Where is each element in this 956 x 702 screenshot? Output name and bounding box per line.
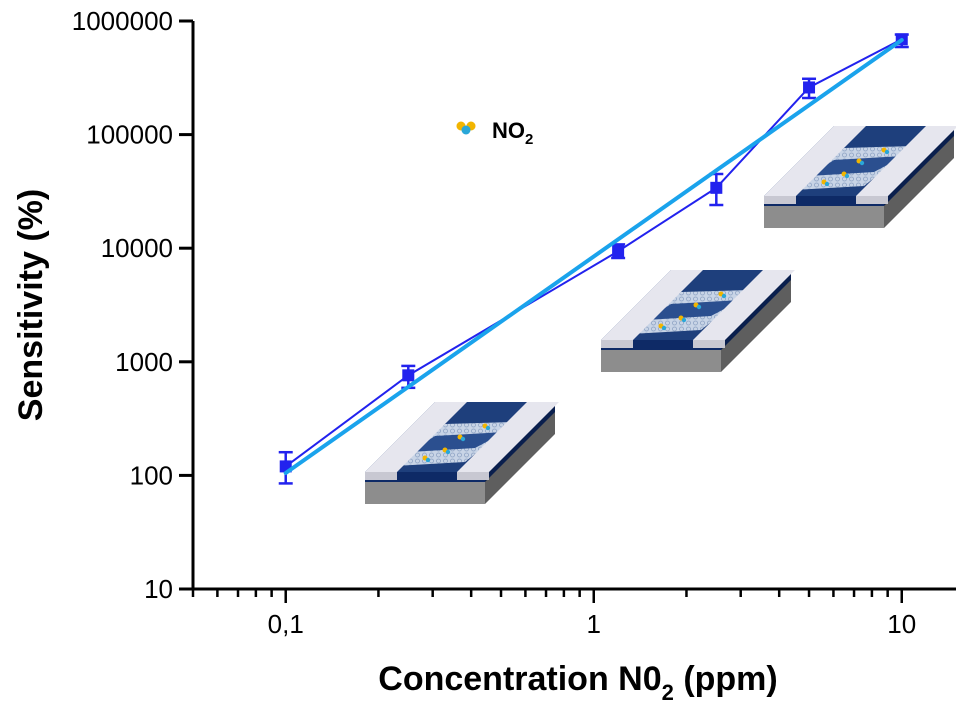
y-tick-label: 1000 — [115, 347, 173, 377]
axes — [191, 21, 956, 591]
series-layer — [278, 33, 909, 485]
data-point-marker — [803, 81, 816, 94]
legend: NO2 — [456, 118, 533, 148]
x-tick-label: 1 — [587, 609, 601, 639]
x-axis-title: Concentration N02 (ppm) — [378, 660, 777, 702]
legend-molecule-icon — [456, 121, 476, 135]
y-tick-label: 10 — [144, 574, 173, 604]
y-tick-label: 100000 — [86, 120, 173, 150]
y-ticks: 10 100 1000 10000 100000 1000000 — [72, 6, 193, 604]
data-point-marker — [710, 181, 723, 194]
x-tick-label: 10 — [887, 609, 916, 639]
device-illustration-3 — [764, 126, 956, 228]
fit-line — [283, 38, 904, 475]
data-point-marker — [612, 245, 625, 258]
y-axis-title: Sensitivity (%) — [12, 189, 50, 421]
y-tick-label: 1000000 — [72, 6, 173, 36]
device-illustration-1 — [365, 402, 559, 504]
legend-label: NO2 — [492, 118, 533, 148]
x-tick-label: 0,1 — [268, 609, 304, 639]
data-point-marker — [402, 369, 415, 382]
series-line-no2 — [285, 38, 903, 468]
y-tick-label: 10000 — [101, 233, 173, 263]
y-tick-label: 100 — [130, 460, 173, 490]
device-illustration-2 — [601, 270, 795, 372]
x-ticks: 0,1 1 10 — [191, 589, 916, 639]
